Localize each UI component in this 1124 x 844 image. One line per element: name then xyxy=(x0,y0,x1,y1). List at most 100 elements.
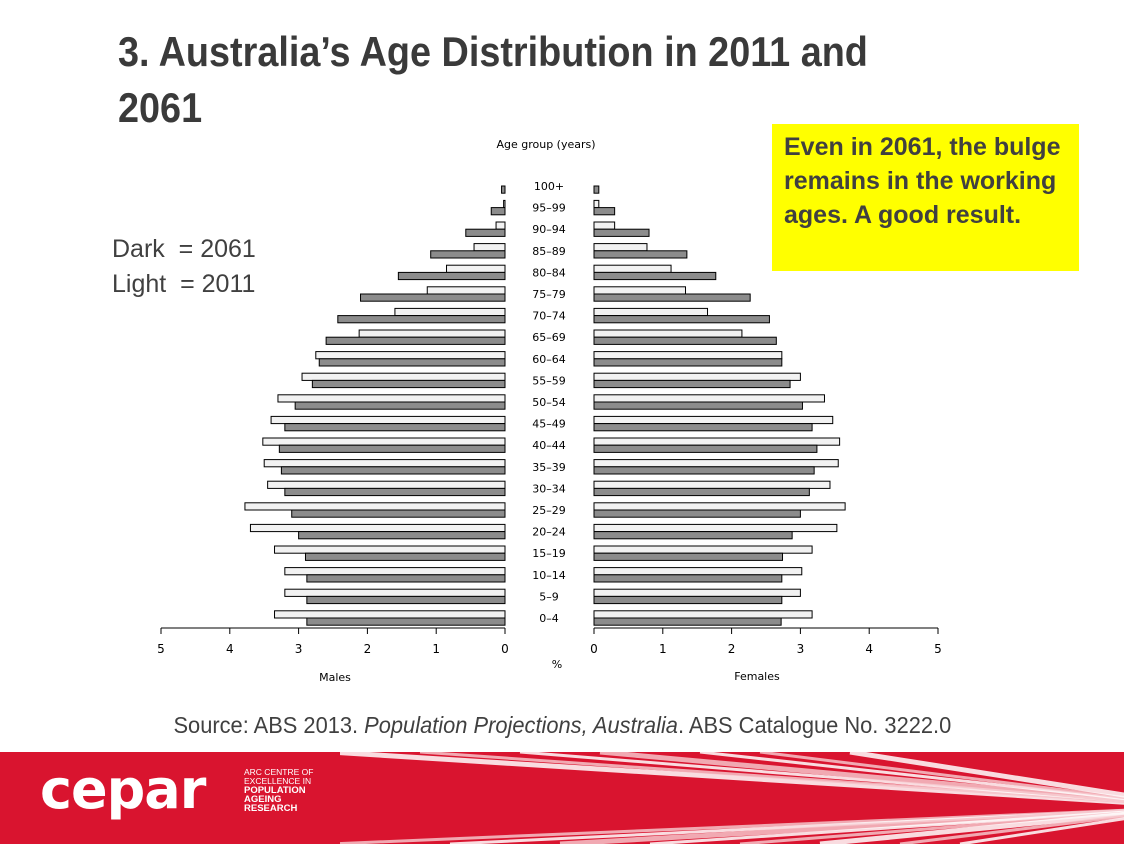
female-2061-bar xyxy=(593,595,783,605)
male-2061-bar xyxy=(284,423,506,432)
age-group-label: 0–4 xyxy=(539,612,559,625)
female-2061-bar xyxy=(593,574,783,583)
female-2011-bar xyxy=(593,459,839,468)
source-title: Population Projections, Australia xyxy=(363,712,678,738)
female-2061-bar xyxy=(593,509,801,518)
age-group-label: 65–69 xyxy=(532,331,566,344)
cepar-logo: cepar xyxy=(40,758,206,821)
age-group-label: 5–9 xyxy=(539,590,559,603)
age-group-label: 100+ xyxy=(534,180,564,193)
age-group-label: 20–24 xyxy=(532,526,566,539)
male-2061-bar xyxy=(430,250,506,259)
age-group-label: 35–39 xyxy=(532,461,566,474)
male-2011-bar xyxy=(274,545,506,554)
x-tick-label: 3 xyxy=(797,642,805,656)
female-2011-bar xyxy=(593,264,672,273)
male-2011-bar xyxy=(301,372,506,381)
age-group-label: 10–14 xyxy=(532,569,566,582)
logo-line: POPULATION xyxy=(244,785,306,796)
age-group-label: 30–34 xyxy=(532,482,566,495)
female-2061-bar xyxy=(593,228,650,237)
female-2011-bar xyxy=(593,286,687,295)
male-2011-bar xyxy=(503,199,506,209)
male-2061-bar xyxy=(306,574,506,583)
x-unit-label: % xyxy=(552,658,562,671)
female-2061-bar xyxy=(593,185,600,194)
female-2061-bar xyxy=(593,250,688,259)
male-2011-bar xyxy=(277,394,506,403)
x-tick-label: 5 xyxy=(157,642,165,656)
age-group-label: 15–19 xyxy=(532,547,566,560)
age-group-label: 50–54 xyxy=(532,396,566,409)
legend-light: Light = 2011 xyxy=(112,270,256,298)
logo-line: AGEING xyxy=(244,794,282,805)
logo-line: EXCELLENCE IN xyxy=(244,776,312,786)
female-2011-bar xyxy=(593,351,783,360)
female-2061-bar xyxy=(593,466,815,475)
logo-line: RESEARCH xyxy=(244,803,298,814)
age-group-label: 60–64 xyxy=(532,353,566,366)
male-2011-bar xyxy=(270,415,506,425)
age-group-label: 70–74 xyxy=(532,310,566,323)
x-tick-label: 1 xyxy=(432,642,440,656)
male-2011-bar xyxy=(446,264,506,273)
female-2011-bar xyxy=(593,502,846,511)
female-2061-bar xyxy=(593,271,717,281)
male-2011-bar xyxy=(267,480,506,489)
females-label: Females xyxy=(734,670,780,683)
source-citation: Source: ABS 2013. Population Projections… xyxy=(0,712,1124,739)
female-2011-bar xyxy=(593,394,825,403)
male-2061-bar xyxy=(306,617,506,626)
female-2011-bar xyxy=(593,199,600,209)
age-group-label: 25–29 xyxy=(532,504,566,517)
female-2061-bar xyxy=(593,315,770,324)
age-group-label: 55–59 xyxy=(532,374,566,387)
female-2061-bar xyxy=(593,207,616,216)
male-2061-bar xyxy=(311,379,506,389)
male-2061-bar xyxy=(490,207,506,216)
female-2011-bar xyxy=(593,415,834,425)
footer-ray xyxy=(849,752,1124,798)
female-2011-bar xyxy=(593,221,616,230)
male-2011-bar xyxy=(274,610,506,619)
female-2011-bar xyxy=(593,588,801,597)
male-2011-bar xyxy=(473,243,506,252)
age-group-label: 75–79 xyxy=(532,288,566,301)
male-2061-bar xyxy=(284,487,506,497)
male-2011-bar xyxy=(358,329,506,338)
male-2061-bar xyxy=(337,315,506,324)
female-2011-bar xyxy=(593,437,841,446)
female-2011-bar xyxy=(593,307,709,317)
source-prefix: Source: ABS 2013. xyxy=(173,712,364,738)
footer-ray xyxy=(959,817,1124,844)
female-2061-bar xyxy=(593,336,777,345)
female-2011-bar xyxy=(593,372,801,381)
x-tick-label: 3 xyxy=(295,642,303,656)
footer-ray xyxy=(819,811,1124,844)
male-2011-bar xyxy=(263,459,506,468)
female-2011-bar xyxy=(593,610,813,619)
male-2061-bar xyxy=(291,509,506,518)
female-2061-bar xyxy=(593,552,784,561)
logo-backdrop xyxy=(0,752,340,844)
age-group-label: 45–49 xyxy=(532,418,566,431)
female-2011-bar xyxy=(593,329,743,338)
x-tick-label: 4 xyxy=(226,642,234,656)
female-2061-bar xyxy=(593,379,791,389)
female-2061-bar xyxy=(593,358,783,367)
female-2011-bar xyxy=(593,243,648,252)
male-2011-bar xyxy=(495,221,506,230)
male-2011-bar xyxy=(284,588,506,597)
female-2061-bar xyxy=(593,487,810,497)
callout-box: Even in 2061, the bulge remains in the w… xyxy=(772,124,1079,271)
legend-dark: Dark = 2061 xyxy=(112,235,256,263)
chart-title: Age group (years) xyxy=(496,138,595,151)
male-2061-bar xyxy=(318,358,506,367)
age-group-label: 40–44 xyxy=(532,439,566,452)
female-2061-bar xyxy=(593,444,818,453)
male-2061-bar xyxy=(465,228,506,237)
female-2011-bar xyxy=(593,567,803,576)
slide-title: 3. Australia’s Age Distribution in 2011 … xyxy=(118,28,868,131)
male-2011-bar xyxy=(244,502,506,511)
female-2061-bar xyxy=(593,423,813,432)
